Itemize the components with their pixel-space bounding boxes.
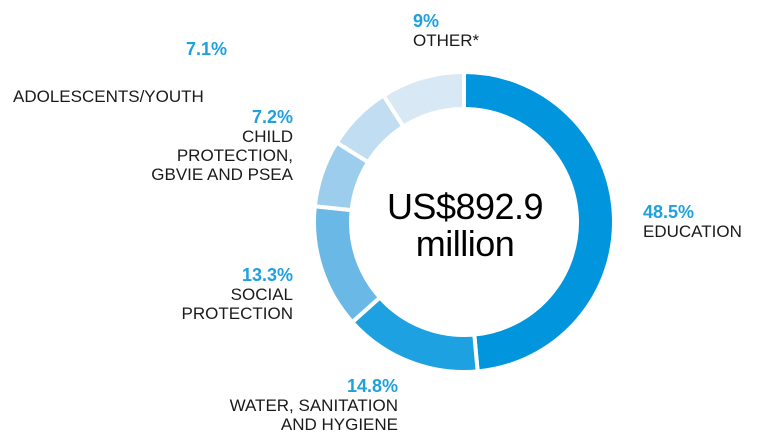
label-education-name: EDUCATION bbox=[643, 222, 742, 241]
label-other-name: OTHER* bbox=[413, 31, 480, 50]
label-education-percent: 48.5% bbox=[643, 202, 695, 222]
label-adolescents-percent-wrap: 7.1% bbox=[186, 40, 227, 59]
label-wash: 14.8% WATER, SANITATION AND HYGIENE bbox=[229, 376, 398, 435]
label-other: 9% OTHER* bbox=[413, 11, 480, 51]
label-wash-name: WATER, SANITATION AND HYGIENE bbox=[229, 396, 398, 434]
label-social-protection: 13.3% SOCIAL PROTECTION bbox=[181, 265, 293, 324]
label-child-protection-percent: 7.2% bbox=[251, 107, 293, 127]
slice-other bbox=[380, 69, 466, 130]
label-child-protection: 7.2% CHILD PROTECTION, GBVIE AND PSEA bbox=[151, 107, 293, 185]
label-adolescents-percent: 7.1% bbox=[186, 39, 228, 59]
label-education: 48.5% EDUCATION bbox=[643, 202, 742, 242]
label-other-percent: 9% bbox=[413, 11, 440, 31]
label-child-protection-name: CHILD PROTECTION, GBVIE AND PSEA bbox=[151, 127, 293, 184]
label-wash-percent: 14.8% bbox=[346, 376, 398, 396]
label-adolescents-name: ADOLESCENTS/YOUTH bbox=[13, 87, 204, 106]
label-social-protection-percent: 13.3% bbox=[241, 265, 293, 285]
label-adolescents-wrap: ADOLESCENTS/YOUTH bbox=[13, 87, 204, 106]
slice-wash bbox=[349, 294, 480, 374]
total-label: US$892.9 million bbox=[386, 186, 544, 264]
label-social-protection-name: SOCIAL PROTECTION bbox=[181, 285, 293, 323]
slice-education bbox=[462, 69, 616, 374]
